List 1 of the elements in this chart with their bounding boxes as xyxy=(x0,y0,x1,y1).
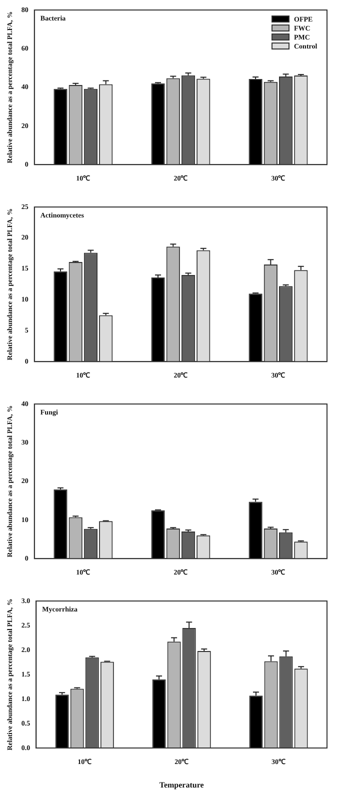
x-axis-title: Temperature xyxy=(159,780,204,790)
